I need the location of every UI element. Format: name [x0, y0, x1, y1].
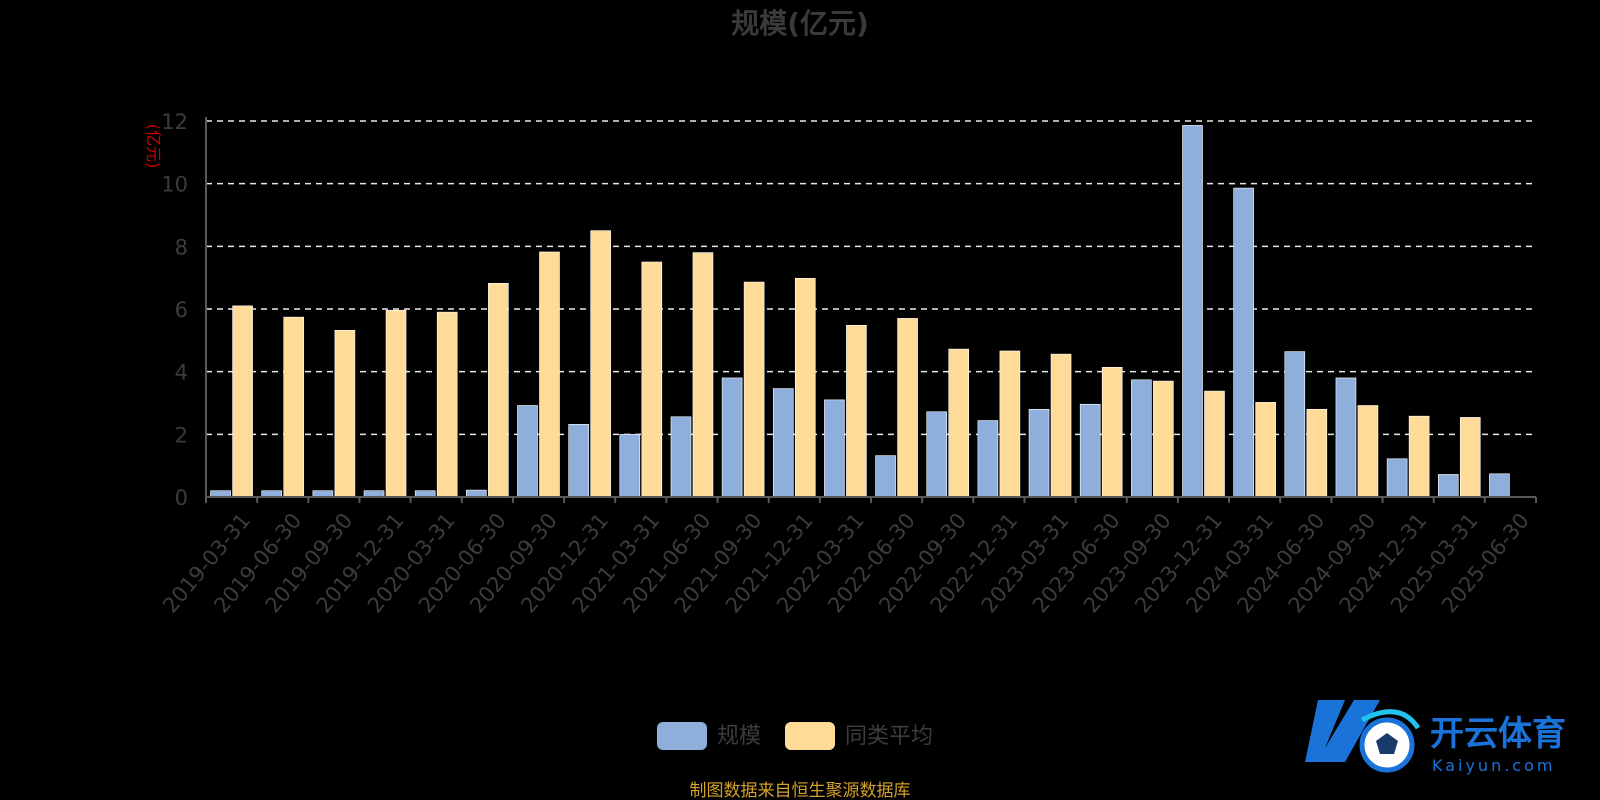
bar[interactable]: [926, 411, 948, 498]
bar[interactable]: [1437, 474, 1459, 498]
bar-series: [210, 125, 1510, 498]
legend-label-scale: 规模: [717, 724, 761, 749]
bar[interactable]: [1386, 458, 1408, 498]
y-tick-label: 6: [175, 298, 188, 322]
legend-swatch-average: [785, 722, 835, 750]
series-average: [232, 230, 1481, 498]
bar[interactable]: [1408, 415, 1430, 498]
bar[interactable]: [875, 455, 896, 498]
grid-lines: [206, 120, 1536, 436]
bar[interactable]: [619, 434, 641, 498]
legend-label-average: 同类平均: [845, 724, 933, 749]
y-tick-labels: 0 2 4 6 8 10 12: [161, 110, 188, 510]
legend: 规模 同类平均: [657, 722, 933, 750]
bar[interactable]: [334, 330, 356, 498]
bar[interactable]: [517, 405, 538, 498]
bar[interactable]: [1255, 402, 1276, 498]
bar[interactable]: [1101, 366, 1123, 498]
series-scale: [210, 125, 1510, 498]
bar[interactable]: [1233, 187, 1254, 498]
bar[interactable]: [692, 252, 714, 498]
bar[interactable]: [466, 489, 487, 498]
bar[interactable]: [1182, 125, 1203, 498]
bar[interactable]: [1357, 405, 1379, 498]
axes: [205, 117, 1537, 503]
bar[interactable]: [1131, 379, 1152, 498]
y-tick-label: 12: [161, 110, 188, 134]
bar[interactable]: [772, 388, 794, 498]
bar[interactable]: [1284, 351, 1306, 498]
bar[interactable]: [999, 350, 1021, 498]
bar[interactable]: [897, 318, 918, 498]
bar[interactable]: [1306, 408, 1328, 498]
legend-swatch-scale: [657, 722, 707, 750]
bar[interactable]: [641, 261, 663, 498]
bar[interactable]: [824, 399, 845, 498]
bar[interactable]: [1489, 473, 1510, 498]
soccer-ball-k-logo-icon: [1305, 700, 1421, 773]
bar[interactable]: [846, 324, 867, 498]
bar[interactable]: [743, 281, 765, 498]
bar[interactable]: [1335, 377, 1357, 498]
y-axis-unit-label: (亿元): [144, 124, 163, 169]
bar[interactable]: [1459, 417, 1481, 498]
legend-item-scale[interactable]: 规模: [657, 722, 761, 750]
bar[interactable]: [1028, 408, 1050, 498]
chart-title: 规模(亿元): [731, 7, 869, 40]
bar[interactable]: [1079, 403, 1101, 498]
y-tick-label: 2: [175, 423, 188, 447]
bar[interactable]: [385, 309, 407, 498]
y-tick-label: 0: [175, 486, 188, 510]
bar[interactable]: [283, 316, 305, 498]
legend-item-average[interactable]: 同类平均: [785, 722, 933, 750]
bar[interactable]: [1204, 390, 1225, 498]
bar[interactable]: [436, 311, 458, 498]
data-source-note: 制图数据来自恒生聚源数据库: [690, 781, 911, 800]
watermark-logo: 开云体育 Kaiyun.com: [1305, 700, 1566, 775]
bar[interactable]: [948, 348, 970, 498]
bar[interactable]: [1050, 353, 1072, 498]
bar[interactable]: [977, 420, 999, 498]
x-tick-labels: 2019-03-312019-06-302019-09-302019-12-31…: [158, 509, 1534, 618]
bar[interactable]: [568, 424, 589, 498]
y-tick-label: 10: [161, 173, 188, 197]
y-tick-label: 8: [175, 235, 188, 259]
bar[interactable]: [488, 283, 509, 498]
bar[interactable]: [539, 251, 560, 498]
bar[interactable]: [721, 377, 743, 498]
bar[interactable]: [1153, 380, 1174, 498]
watermark-text-en: Kaiyun.com: [1432, 756, 1555, 775]
y-tick-label: 4: [175, 361, 188, 385]
bar[interactable]: [590, 230, 611, 498]
bar[interactable]: [232, 305, 253, 498]
bar[interactable]: [794, 277, 816, 498]
bar[interactable]: [670, 416, 692, 498]
watermark-text-cn: 开云体育: [1430, 714, 1566, 754]
